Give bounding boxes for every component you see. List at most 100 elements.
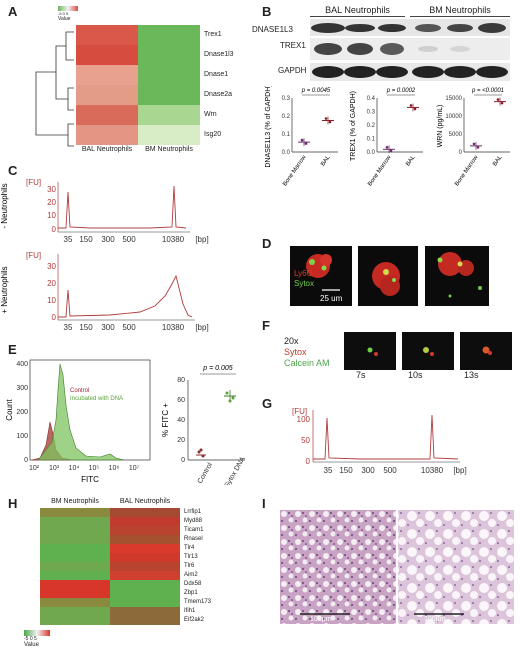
heatmap-cell xyxy=(138,125,200,145)
e-ytick-100: 100 xyxy=(16,433,28,440)
panel-label-b: B xyxy=(262,4,272,19)
heatmap-gene-label: Aim2 xyxy=(184,572,198,578)
i-left-scale-label: 100μm xyxy=(310,616,332,623)
i-right-tissue xyxy=(398,510,514,624)
panel-d-micrographs: Ly6G Sytox 25 um xyxy=(290,246,489,306)
c-bot-xtick-10380: 10380 xyxy=(162,323,185,332)
c-bot-ytick-3: 30 xyxy=(47,262,56,271)
d-sytox-label: Sytox xyxy=(294,279,314,288)
panel-h-gene-labels: Lrrfip1 Myd88 Ticam1 Rnasel Tlr4 Tlr13 Tlr6 Aim… xyxy=(184,508,234,625)
c-top-fu: [FU] xyxy=(26,178,41,187)
heatmap-gene-label: Rnasel xyxy=(184,536,203,542)
heatmap-cell xyxy=(110,571,180,580)
e-legend-incubated: Incubated with DNA xyxy=(70,396,123,402)
heatmap-row xyxy=(40,571,180,580)
heatmap-gene-label: Isg20 xyxy=(204,131,222,138)
g-fu: [FU] xyxy=(292,407,307,416)
panel-h-heatmap xyxy=(40,508,180,625)
heatmap-row xyxy=(40,526,180,535)
b-data-point xyxy=(328,120,332,124)
heatmap-gene-label: Ddx58 xyxy=(184,581,202,587)
b-pvalue: p = 0.0045 xyxy=(301,88,331,94)
c-bot-trace xyxy=(58,274,193,318)
c-top-xtick-35: 35 xyxy=(64,235,73,244)
b-ytick: 0.1 xyxy=(367,137,376,143)
e-ytick-400: 400 xyxy=(16,361,28,368)
b-ytick: 0.2 xyxy=(367,123,376,129)
e-xtick-6: 10⁷ xyxy=(129,465,140,472)
heatmap-cell xyxy=(110,526,180,535)
b-data-point xyxy=(500,101,504,105)
b-data-point xyxy=(304,142,308,145)
heatmap-cell xyxy=(138,105,200,125)
heatmap-cell xyxy=(110,616,180,625)
heatmap-row xyxy=(40,616,180,625)
e-dot-sytox-points xyxy=(224,390,236,403)
heatmap-cell xyxy=(76,45,138,65)
b-xcat: Bone Marrow xyxy=(454,154,480,187)
f-time-10s: 10s xyxy=(408,370,423,380)
e-legend-control: Control xyxy=(70,388,89,394)
heatmap-cell xyxy=(138,85,200,105)
f-calcein-label: Calcein AM xyxy=(284,358,330,368)
heatmap-cell xyxy=(40,535,110,544)
c-top-ytick-0: 0 xyxy=(52,225,57,234)
heatmap-gene-label: Tlr13 xyxy=(184,554,198,560)
heatmap-cell xyxy=(40,562,110,571)
heatmap-gene-label: Trex1 xyxy=(204,31,222,38)
c-top-bp: [bp] xyxy=(195,235,208,244)
heatmap-gene-label: Dnase1l3 xyxy=(204,51,234,58)
b-ylabel: TREX1 (% of GAPDH) xyxy=(350,91,357,161)
h-legend-ticks: -5 0 5 xyxy=(24,636,37,642)
b-ytick: 0.3 xyxy=(282,96,291,102)
c-bot-ytick-2: 20 xyxy=(47,279,56,288)
heatmap-cell xyxy=(40,553,110,562)
b-data-point xyxy=(324,117,328,120)
heatmap-row xyxy=(76,125,200,145)
heatmap-cell xyxy=(110,580,180,589)
heatmap-row xyxy=(40,580,180,589)
panel-label-i: I xyxy=(262,496,266,511)
e-dot-ytick-40: 40 xyxy=(177,417,185,424)
heatmap-row xyxy=(40,508,180,517)
b-data-point xyxy=(409,104,413,107)
e-ytick-300: 300 xyxy=(16,385,28,392)
b-ylabel: WRN (pg/mL) xyxy=(437,105,444,148)
panel-g-electropherogram: [FU] 0 50 100 35 150 300 500 10380 [bp] xyxy=(292,407,467,475)
heatmap-row xyxy=(40,598,180,607)
panel-label-h: H xyxy=(8,496,18,511)
heatmap-row xyxy=(40,562,180,571)
panel-a-gene-labels: Trex1 Dnase1l3 Dnase1 Dnase2a Wrn Isg20 xyxy=(204,25,244,145)
heatmap-gene-label: Zbp1 xyxy=(184,590,198,596)
heatmap-row xyxy=(76,105,200,125)
panel-a-col-bal: BAL Neutrophils xyxy=(81,146,133,153)
panel-a-legend-ticks: -5 0 5 xyxy=(58,11,69,16)
heatmap-gene-label: Eif2ak2 xyxy=(184,617,205,623)
b-ytick: 10000 xyxy=(445,114,462,120)
g-trace xyxy=(313,414,459,460)
heatmap-row xyxy=(40,553,180,562)
g-xtick-150: 150 xyxy=(339,466,353,475)
heatmap-cell xyxy=(138,65,200,85)
panel-a-dendrogram xyxy=(35,31,74,147)
panel-label-d: D xyxy=(262,236,272,251)
heatmap-cell xyxy=(76,105,138,125)
blot-label-gapdh: GAPDH xyxy=(278,66,307,75)
b-data-point xyxy=(476,146,480,149)
heatmap-cell xyxy=(76,65,138,85)
g-xtick-500: 500 xyxy=(383,466,397,475)
i-left-tissue xyxy=(280,510,396,624)
heatmap-cell xyxy=(110,544,180,553)
heatmap-row xyxy=(76,65,200,85)
c-bot-ytick-1: 10 xyxy=(47,296,56,305)
heatmap-row xyxy=(40,544,180,553)
e-fitc-label: FITC xyxy=(81,475,99,484)
heatmap-row xyxy=(40,589,180,598)
panel-c-electropherograms: [FU] 0 10 20 30 - Neutrophils 35 150 300… xyxy=(0,178,209,332)
b-ytick: 0.4 xyxy=(367,96,376,102)
panel-f-timelapse xyxy=(344,332,512,370)
g-ytick-100: 100 xyxy=(297,415,311,424)
b-xcat: Bone Marrow xyxy=(282,154,308,187)
e-dot-ytick-0: 0 xyxy=(181,457,185,464)
heatmap-cell xyxy=(110,517,180,526)
